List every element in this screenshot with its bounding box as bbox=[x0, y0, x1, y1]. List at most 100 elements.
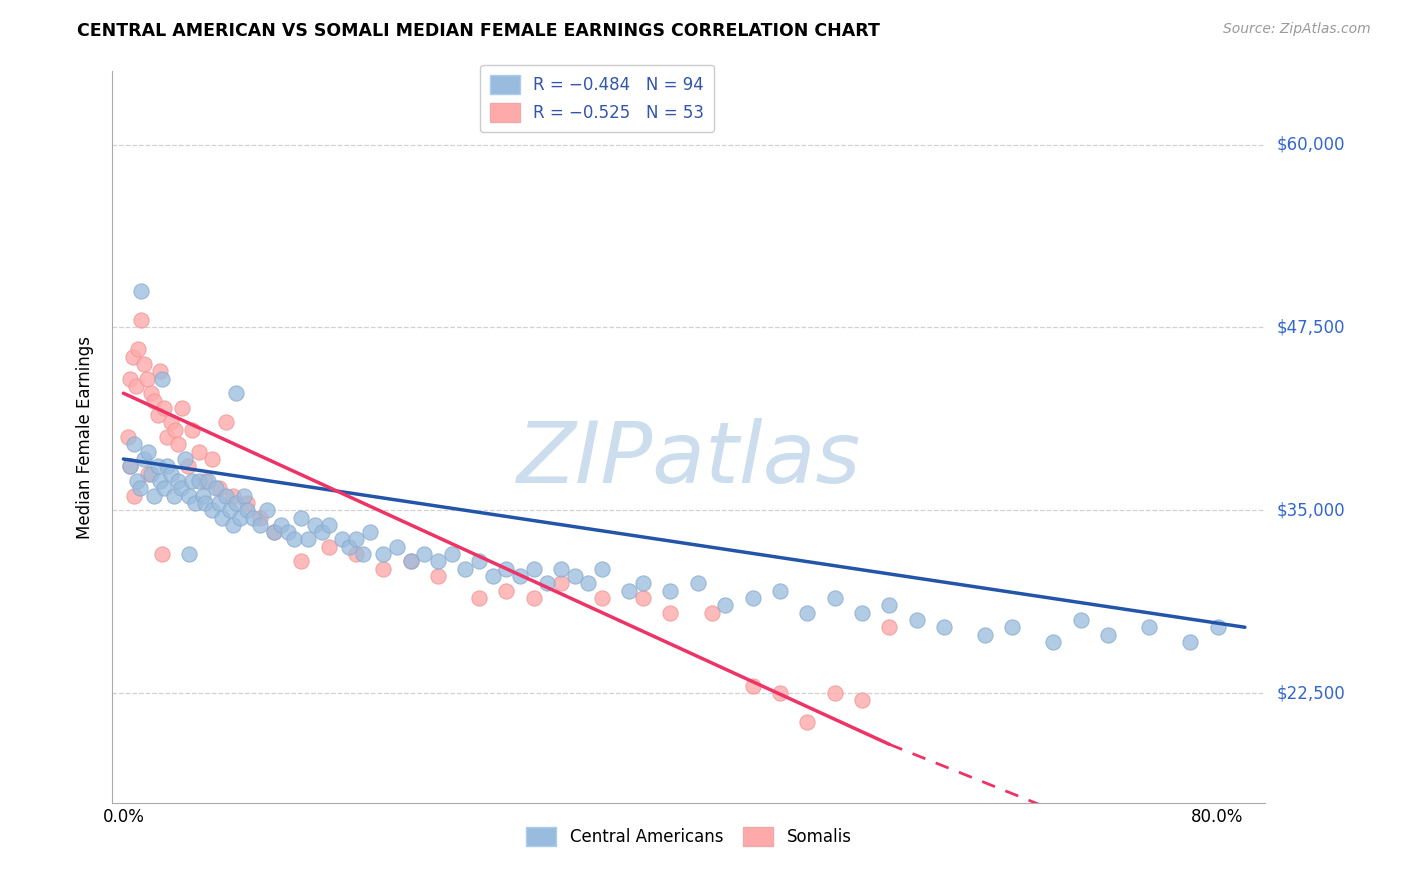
Point bbox=[163, 489, 186, 503]
Point bbox=[197, 474, 219, 488]
Legend: Central Americans, Somalis: Central Americans, Somalis bbox=[520, 821, 858, 853]
Point bbox=[631, 591, 654, 605]
Point bbox=[191, 489, 214, 503]
Point bbox=[1206, 620, 1229, 634]
Point bbox=[468, 554, 491, 568]
Point bbox=[297, 533, 319, 547]
Point bbox=[205, 481, 228, 495]
Point bbox=[454, 562, 477, 576]
Point bbox=[146, 459, 169, 474]
Point bbox=[769, 583, 792, 598]
Point bbox=[344, 533, 367, 547]
Point bbox=[177, 547, 200, 561]
Point bbox=[352, 547, 374, 561]
Point bbox=[167, 437, 190, 451]
Point bbox=[170, 481, 193, 495]
Point bbox=[337, 540, 360, 554]
Point bbox=[124, 489, 146, 503]
Point bbox=[1137, 620, 1160, 634]
Point bbox=[120, 371, 142, 385]
Point bbox=[211, 510, 233, 524]
Point bbox=[242, 510, 264, 524]
Point bbox=[127, 343, 149, 357]
Point bbox=[304, 517, 326, 532]
Point bbox=[187, 444, 209, 458]
Point bbox=[700, 606, 723, 620]
Point bbox=[824, 591, 846, 605]
Point bbox=[413, 547, 436, 561]
Point bbox=[153, 481, 176, 495]
Point bbox=[153, 401, 176, 415]
Point bbox=[591, 591, 613, 605]
Point bbox=[741, 679, 763, 693]
Point bbox=[249, 517, 271, 532]
Point bbox=[136, 467, 159, 481]
Point bbox=[1180, 635, 1202, 649]
Point bbox=[824, 686, 846, 700]
Point bbox=[174, 452, 197, 467]
Point bbox=[373, 562, 395, 576]
Point bbox=[468, 591, 491, 605]
Point bbox=[1070, 613, 1092, 627]
Point bbox=[344, 547, 367, 561]
Point bbox=[176, 459, 198, 474]
Point bbox=[219, 503, 242, 517]
Point bbox=[208, 481, 231, 495]
Point bbox=[1097, 627, 1119, 641]
Point bbox=[879, 620, 901, 634]
Point bbox=[142, 393, 165, 408]
Point bbox=[194, 474, 217, 488]
Point bbox=[225, 496, 247, 510]
Text: Source: ZipAtlas.com: Source: ZipAtlas.com bbox=[1223, 22, 1371, 37]
Point bbox=[201, 503, 224, 517]
Point bbox=[194, 496, 217, 510]
Point bbox=[631, 576, 654, 591]
Point bbox=[550, 562, 572, 576]
Point bbox=[619, 583, 641, 598]
Point bbox=[263, 525, 285, 540]
Point bbox=[208, 496, 231, 510]
Point bbox=[932, 620, 955, 634]
Point bbox=[222, 517, 245, 532]
Point bbox=[149, 364, 172, 378]
Point bbox=[129, 313, 152, 327]
Point bbox=[769, 686, 792, 700]
Point bbox=[160, 416, 183, 430]
Point bbox=[311, 525, 333, 540]
Point bbox=[228, 510, 250, 524]
Point bbox=[172, 401, 194, 415]
Point bbox=[125, 379, 148, 393]
Point bbox=[139, 386, 162, 401]
Point bbox=[156, 459, 179, 474]
Point bbox=[135, 371, 157, 385]
Point bbox=[796, 606, 818, 620]
Point bbox=[146, 408, 169, 422]
Point bbox=[142, 489, 165, 503]
Point bbox=[124, 437, 146, 451]
Point bbox=[879, 599, 901, 613]
Point bbox=[117, 430, 139, 444]
Point bbox=[136, 444, 159, 458]
Point bbox=[232, 489, 254, 503]
Point bbox=[1042, 635, 1064, 649]
Point bbox=[177, 489, 200, 503]
Text: CENTRAL AMERICAN VS SOMALI MEDIAN FEMALE EARNINGS CORRELATION CHART: CENTRAL AMERICAN VS SOMALI MEDIAN FEMALE… bbox=[77, 22, 880, 40]
Point bbox=[385, 540, 408, 554]
Point bbox=[149, 474, 172, 488]
Point bbox=[495, 562, 517, 576]
Point bbox=[180, 474, 202, 488]
Point bbox=[523, 562, 546, 576]
Point bbox=[290, 554, 312, 568]
Point bbox=[318, 517, 340, 532]
Point bbox=[256, 503, 278, 517]
Point bbox=[796, 715, 818, 730]
Point bbox=[399, 554, 422, 568]
Point bbox=[277, 525, 299, 540]
Point bbox=[283, 533, 305, 547]
Point bbox=[481, 569, 503, 583]
Point bbox=[509, 569, 531, 583]
Point bbox=[564, 569, 586, 583]
Point bbox=[290, 510, 312, 524]
Point bbox=[851, 606, 873, 620]
Point bbox=[659, 606, 682, 620]
